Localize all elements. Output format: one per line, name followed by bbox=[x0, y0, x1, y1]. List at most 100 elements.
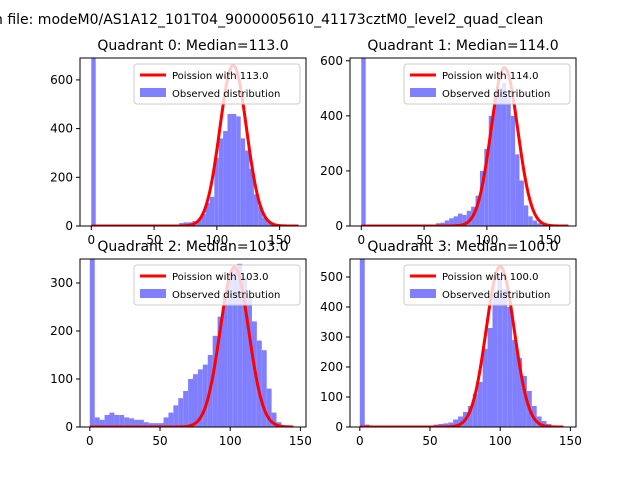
histogram-bar bbox=[227, 114, 232, 226]
x-tick-label: 100 bbox=[219, 434, 242, 448]
histogram-bar bbox=[240, 138, 246, 226]
axes-frame bbox=[79, 57, 307, 227]
histogram-bar bbox=[262, 217, 268, 226]
histogram-bar bbox=[104, 415, 110, 427]
panel-title: Quadrant 0: Median=113.0 bbox=[97, 38, 288, 54]
y-tick-label: 400 bbox=[50, 122, 73, 136]
histogram-bar bbox=[488, 115, 494, 226]
legend-label-poisson: Poission with 113.0 bbox=[172, 71, 268, 82]
panels: 0 50 100 150 0 200 400 600 Quadrant 0: Median=11… bbox=[50, 38, 582, 448]
histogram-bar bbox=[512, 340, 518, 427]
histogram-bar bbox=[223, 131, 228, 226]
histogram-bar bbox=[487, 328, 493, 427]
histogram-bar bbox=[202, 364, 208, 427]
legend-patch-swatch bbox=[140, 289, 166, 298]
histogram-bar bbox=[89, 259, 95, 427]
histogram-bar bbox=[359, 259, 365, 427]
histogram-bar bbox=[138, 419, 144, 427]
histogram-bar bbox=[453, 419, 459, 427]
histogram-bar bbox=[91, 58, 96, 226]
legend-label-observed: Observed distribution bbox=[442, 89, 550, 100]
y-tick-label: 0 bbox=[65, 420, 73, 434]
legend: Poission with 114.0 Observed distribution bbox=[403, 63, 571, 105]
x-tick-label: 50 bbox=[146, 233, 161, 247]
histogram-bar bbox=[440, 222, 445, 226]
histogram-bar bbox=[217, 316, 223, 427]
figure-title: n file: modeM0/AS1A12_101T04_9000005610_… bbox=[0, 12, 543, 28]
histogram-bar bbox=[183, 222, 188, 226]
legend-label-poisson: Poission with 114.0 bbox=[442, 71, 538, 82]
y-tick-label: 400 bbox=[320, 300, 343, 314]
histogram-bar bbox=[510, 115, 516, 226]
histogram-bar bbox=[247, 297, 252, 427]
x-tick-label: 100 bbox=[205, 233, 228, 247]
x-tick-label: 50 bbox=[422, 434, 437, 448]
y-tick-label: 400 bbox=[320, 109, 343, 123]
histogram-bar bbox=[197, 369, 203, 427]
histogram-bar bbox=[153, 423, 159, 427]
x-tick-label: 0 bbox=[87, 233, 95, 247]
y-tick-label: 200 bbox=[50, 324, 73, 338]
histogram-bar bbox=[258, 206, 263, 226]
chart-panel-1: 0 50 100 150 0 200 400 600 Quadrant 1: Median=11… bbox=[320, 38, 577, 247]
histogram-bar bbox=[271, 412, 277, 427]
x-tick-label: 50 bbox=[152, 434, 167, 448]
histogram-bar bbox=[129, 418, 135, 427]
histogram-bar bbox=[158, 423, 164, 427]
legend-patch-swatch bbox=[140, 88, 166, 97]
histogram-bar bbox=[242, 278, 248, 427]
histogram-bar bbox=[253, 194, 259, 226]
poisson-curve bbox=[361, 66, 569, 226]
histogram-bar bbox=[457, 213, 463, 226]
y-tick-label: 100 bbox=[320, 390, 343, 404]
y-tick-label: 300 bbox=[50, 276, 73, 290]
histogram-bar bbox=[541, 421, 547, 427]
histogram-bar bbox=[517, 358, 522, 427]
histogram-bar bbox=[492, 295, 498, 427]
histogram-bar bbox=[212, 335, 218, 427]
legend-box bbox=[403, 264, 571, 306]
histogram-bar bbox=[193, 374, 198, 427]
legend: Poission with 100.0 Observed distribution bbox=[403, 264, 571, 306]
histogram-bar bbox=[209, 196, 215, 226]
histogram-bar bbox=[178, 398, 184, 427]
legend: Poission with 113.0 Observed distribution bbox=[133, 63, 301, 105]
y-tick-label: 600 bbox=[50, 73, 73, 87]
histogram-bar bbox=[266, 388, 272, 427]
histogram-bar bbox=[462, 214, 467, 226]
histogram-bar bbox=[521, 376, 527, 427]
x-tick-label: 150 bbox=[559, 434, 582, 448]
plot-area bbox=[89, 259, 294, 427]
histogram-bar bbox=[168, 412, 174, 427]
histogram-bar bbox=[267, 222, 272, 226]
axes-frame bbox=[349, 258, 577, 428]
y-tick-label: 200 bbox=[320, 360, 343, 374]
histogram-bar bbox=[109, 412, 115, 427]
y-tick-label: 200 bbox=[50, 170, 73, 184]
histogram-bar bbox=[196, 219, 202, 226]
histogram-bar bbox=[507, 307, 513, 427]
legend-label-observed: Observed distribution bbox=[442, 290, 550, 301]
histogram-bar bbox=[523, 205, 529, 226]
histogram-bar bbox=[506, 96, 511, 226]
histogram-bar bbox=[214, 157, 219, 226]
histogram-bar bbox=[163, 417, 169, 427]
legend-box bbox=[133, 63, 301, 105]
chart-panel-3: 0 50 100 150 0 100 200 300 400 500 Quadrant 3: Med… bbox=[320, 239, 582, 448]
histogram-bar bbox=[114, 415, 120, 427]
histogram-bar bbox=[443, 423, 449, 427]
x-tick-label: 0 bbox=[356, 434, 364, 448]
histogram-bar bbox=[458, 416, 463, 427]
histogram-bar bbox=[519, 180, 524, 226]
legend-label-observed: Observed distribution bbox=[172, 290, 280, 301]
legend-box bbox=[133, 264, 301, 306]
histogram-bar bbox=[449, 218, 454, 226]
x-tick-label: 100 bbox=[475, 233, 498, 247]
y-tick-label: 0 bbox=[65, 219, 73, 233]
histogram-bar bbox=[528, 216, 533, 226]
histogram-bar bbox=[236, 116, 241, 226]
histogram-bar bbox=[222, 292, 228, 427]
x-tick-label: 100 bbox=[489, 434, 512, 448]
chart-panel-2: 0 50 100 150 0 100 200 300 Quadrant 2: Median=10… bbox=[50, 239, 312, 448]
